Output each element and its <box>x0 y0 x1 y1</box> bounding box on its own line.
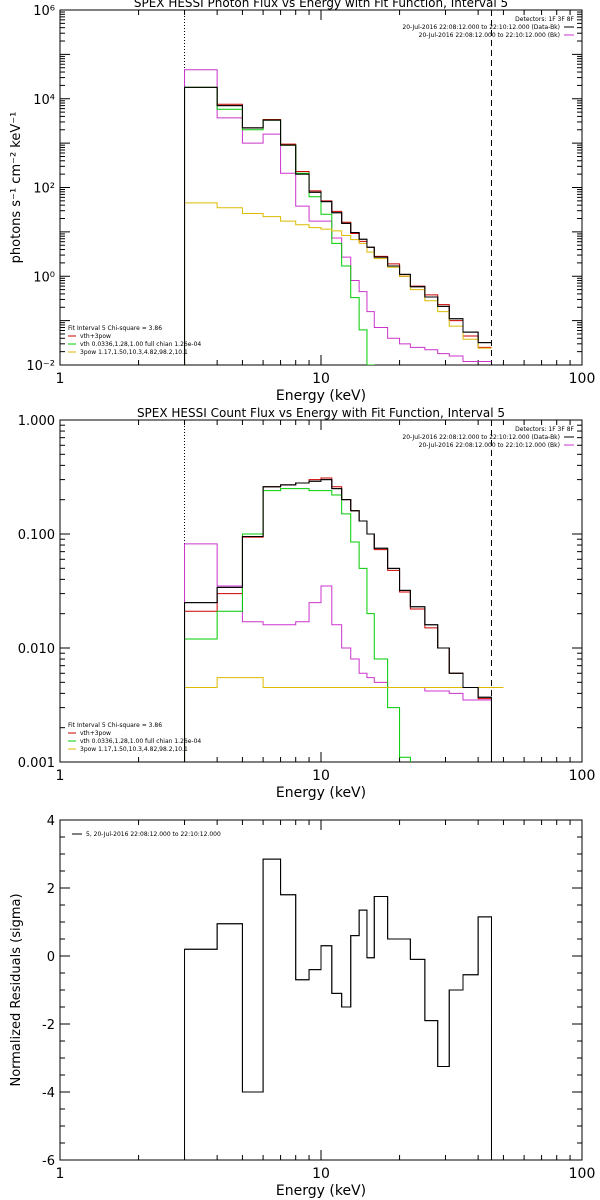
legend-bk-label: 20-Jul-2016 22:08:12.000 to 22:10:12.000… <box>419 32 560 39</box>
y-tick-label: 10⁻² <box>26 359 55 374</box>
series-data-red <box>184 477 504 762</box>
x-tick-label: 1 <box>56 371 65 387</box>
chart-title-0: SPEX HESSI Photon Flux vs Energy with Fi… <box>134 0 508 10</box>
fit-legend-item: vth+3pow <box>80 333 111 340</box>
detector-label: Detectors: 1F 3F 8F <box>515 16 574 23</box>
y-axis-label-0: photons s⁻¹ cm⁻² keV⁻¹ <box>9 112 24 264</box>
y-tick-label: 0.100 <box>18 528 55 543</box>
fit-legend-item: 3pow 1.17,1.50,10.3,4.82,98.2,10.1 <box>80 349 188 356</box>
y-tick-label: 10² <box>33 182 55 197</box>
y-tick-label: 1.000 <box>18 414 55 429</box>
y-tick-label: 0.010 <box>18 642 55 657</box>
residual-trace <box>184 858 492 1160</box>
fit-legend-item: vth 0.0336,1.28,1.00 full chian 1.26e-04 <box>80 341 201 348</box>
x-tick-label: 1 <box>56 768 65 784</box>
y-tick-label: 10⁴ <box>33 93 55 108</box>
detector-label: Detectors: 1F 3F 8F <box>515 426 574 433</box>
y-tick-label: 2 <box>47 882 55 897</box>
series-fit-2 <box>184 677 504 762</box>
x-tick-label: 10 <box>312 768 330 784</box>
series-fit-0 <box>184 858 492 1160</box>
y-tick-label: 0.001 <box>18 756 55 771</box>
y-tick-label: 0 <box>47 950 55 965</box>
series-fit-0 <box>184 479 504 762</box>
x-tick-label: 100 <box>569 768 596 784</box>
x-tick-label: 1 <box>56 1166 65 1182</box>
residual-legend-label: 5, 20-Jul-2016 22:08:12.000 to 22:10:12.… <box>86 831 221 838</box>
series-data <box>184 86 492 365</box>
fit-legend-item: 3pow 1.17,1.50,10.3,4.82,98.2,10.1 <box>80 746 188 753</box>
x-tick-label: 10 <box>312 371 330 387</box>
chart-title-1: SPEX HESSI Count Flux vs Energy with Fit… <box>137 406 505 420</box>
series-fit-0 <box>184 86 492 365</box>
plot-frame-2 <box>59 819 583 1161</box>
legend-bk-label: 20-Jul-2016 22:08:12.000 to 22:10:12.000… <box>419 442 560 449</box>
series-fit-2 <box>184 202 492 365</box>
legend-data-label: 20-Jul-2016 22:08:12.000 to 22:10:12.000… <box>402 24 560 31</box>
y-tick-label: 10⁰ <box>33 270 55 285</box>
y-tick-label: -6 <box>42 1154 55 1169</box>
y-tick-label: 10⁶ <box>33 4 55 19</box>
series-background <box>184 69 492 365</box>
plot-frame-0 <box>59 9 583 366</box>
fit-legend-header: Fit Interval 5 Chi-square = 3.86 <box>68 722 162 729</box>
fit-legend-item: vth 0.0336,1.28,1.00 full chian 1.26e-04 <box>80 738 201 745</box>
x-tick-label: 100 <box>569 1166 596 1182</box>
y-tick-label: 4 <box>47 814 55 829</box>
y-tick-label: -4 <box>42 1086 55 1101</box>
y-tick-label: -2 <box>42 1018 55 1033</box>
x-tick-label: 100 <box>569 371 596 387</box>
x-axis-label-0: Energy (keV) <box>276 388 366 404</box>
series-data <box>184 479 504 762</box>
series-background <box>184 543 504 762</box>
x-axis-label-1: Energy (keV) <box>276 785 366 801</box>
legend-data-label: 20-Jul-2016 22:08:12.000 to 22:10:12.000… <box>402 434 560 441</box>
y-axis-label-2: Normalized Residuals (sigma) <box>9 893 24 1086</box>
fit-legend-item: vth+3pow <box>80 730 111 737</box>
series-data-red <box>184 86 492 365</box>
fit-legend-header: Fit Interval 5 Chi-square = 3.86 <box>68 325 162 332</box>
x-tick-label: 10 <box>312 1166 330 1182</box>
x-axis-label-2: Energy (keV) <box>276 1183 366 1199</box>
